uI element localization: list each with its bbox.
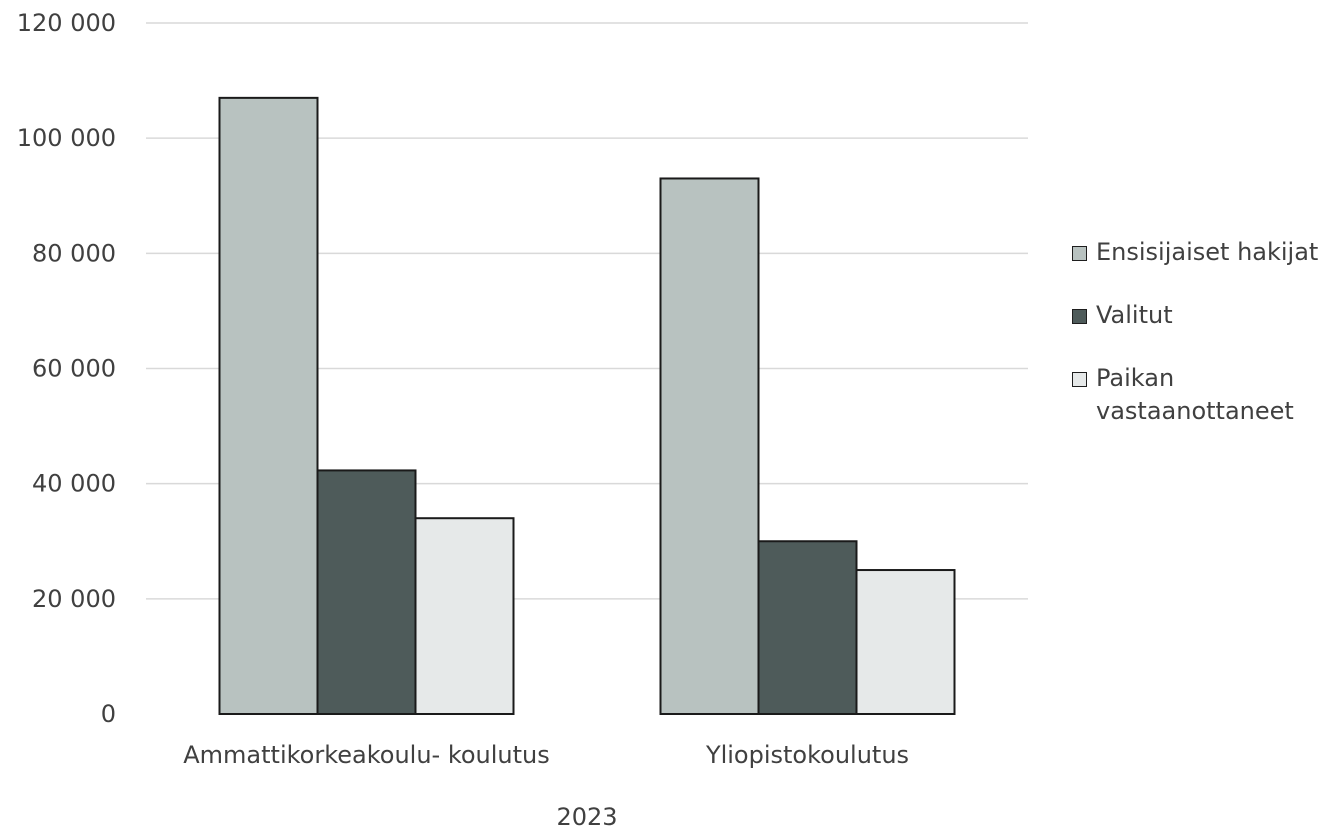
bars [218,96,956,716]
bar-2-category-1 [316,469,417,715]
category-labels: Ammattikorkeakoulu- koulutus Yliopistokou… [183,741,909,769]
legend-label: Paikan vastaanottaneet [1096,364,1294,425]
y-tick-label: 20 000 [32,585,116,613]
legend-item: Paikan vastaanottaneet [1072,362,1334,428]
legend-swatch [1072,372,1087,387]
bar-1-category-2 [659,177,760,716]
legend-item: Ensisijaiset hakijat [1072,236,1334,269]
bar-2-category-2 [757,540,858,715]
bar-1-category-1 [218,96,319,715]
category-label: Ammattikorkeakoulu- koulutus [183,741,550,769]
legend-label: Valitut [1096,301,1173,329]
y-tick-label: 80 000 [32,239,116,267]
y-tick-label: 40 000 [32,470,116,498]
legend-swatch [1072,309,1087,324]
x-axis-title: 2023 [556,803,617,829]
y-tick-label: 0 [101,700,116,728]
legend-item: Valitut [1072,299,1334,332]
y-tick-label: 120 000 [17,9,116,37]
legend-label: Ensisijaiset hakijat [1096,238,1319,266]
y-tick-label: 60 000 [32,355,116,383]
category-label: Yliopistokoulutus [705,741,909,769]
bar-3-category-1 [414,517,515,716]
y-tick-label: 100 000 [17,124,116,152]
bar-3-category-2 [855,569,956,716]
legend-swatch [1072,246,1087,261]
y-axis-ticks: 0 20 000 40 000 60 000 80 000 100 000 120 000 [17,9,116,728]
legend: Ensisijaiset hakijat Valitut Paikan vastaa… [1072,236,1334,458]
